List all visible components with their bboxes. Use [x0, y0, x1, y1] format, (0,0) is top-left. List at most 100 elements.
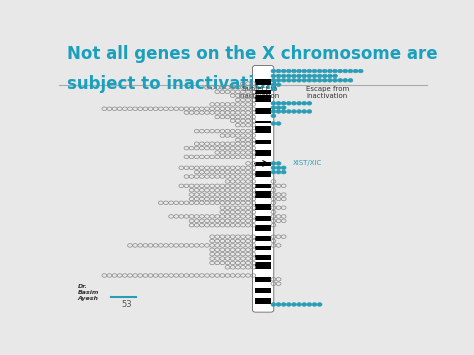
Circle shape — [276, 83, 281, 87]
Circle shape — [307, 69, 312, 73]
Bar — [255, 217, 271, 221]
Text: subject to inactivation: subject to inactivation — [66, 75, 277, 93]
Circle shape — [271, 83, 276, 87]
Circle shape — [302, 74, 307, 78]
Circle shape — [281, 303, 286, 306]
Circle shape — [307, 74, 312, 78]
Bar — [255, 123, 271, 124]
Circle shape — [276, 122, 281, 125]
Circle shape — [343, 69, 347, 73]
Circle shape — [297, 303, 301, 306]
Circle shape — [276, 74, 281, 78]
Bar — [255, 171, 271, 177]
Bar — [255, 95, 271, 102]
Circle shape — [358, 69, 363, 73]
Text: Dr.
Basim
Ayesh: Dr. Basim Ayesh — [78, 284, 99, 301]
Circle shape — [333, 78, 337, 82]
Circle shape — [338, 78, 343, 82]
Circle shape — [286, 102, 291, 105]
Circle shape — [271, 102, 276, 105]
Circle shape — [292, 303, 296, 306]
Circle shape — [328, 69, 332, 73]
Circle shape — [281, 106, 286, 109]
Bar — [255, 124, 271, 125]
Circle shape — [307, 102, 312, 105]
Circle shape — [276, 303, 281, 306]
Text: 53: 53 — [122, 300, 132, 309]
Circle shape — [276, 78, 281, 82]
Bar — [255, 127, 271, 128]
Circle shape — [276, 110, 281, 113]
Bar — [255, 89, 271, 94]
Circle shape — [343, 78, 347, 82]
Circle shape — [297, 78, 301, 82]
Circle shape — [271, 74, 276, 78]
Circle shape — [312, 74, 317, 78]
Circle shape — [297, 69, 301, 73]
Circle shape — [297, 102, 301, 105]
Circle shape — [322, 78, 327, 82]
Circle shape — [302, 110, 307, 113]
Circle shape — [286, 69, 291, 73]
Bar — [255, 246, 271, 250]
Circle shape — [271, 78, 276, 82]
Bar — [255, 140, 271, 144]
Bar — [255, 299, 271, 304]
Circle shape — [292, 110, 296, 113]
Circle shape — [281, 166, 286, 170]
Circle shape — [297, 74, 301, 78]
Circle shape — [271, 166, 276, 170]
Bar — [255, 277, 271, 282]
Circle shape — [338, 69, 343, 73]
Bar — [255, 204, 271, 210]
Bar — [255, 255, 271, 260]
Circle shape — [353, 69, 358, 73]
Circle shape — [317, 69, 322, 73]
Text: Subject to
inactivation: Subject to inactivation — [239, 86, 280, 99]
Bar — [255, 288, 271, 293]
Circle shape — [271, 87, 276, 91]
Circle shape — [292, 78, 296, 82]
Bar — [255, 184, 271, 188]
Circle shape — [328, 74, 332, 78]
Circle shape — [292, 74, 296, 78]
Circle shape — [271, 69, 276, 73]
Circle shape — [281, 170, 286, 174]
Circle shape — [302, 102, 307, 105]
Circle shape — [292, 102, 296, 105]
Circle shape — [328, 78, 332, 82]
Bar — [255, 150, 271, 156]
Bar — [255, 125, 271, 126]
Text: XIST/XIC: XIST/XIC — [292, 160, 322, 166]
Circle shape — [322, 74, 327, 78]
Circle shape — [322, 69, 327, 73]
Bar — [255, 79, 271, 85]
Circle shape — [276, 166, 281, 170]
Circle shape — [302, 78, 307, 82]
Circle shape — [271, 114, 276, 118]
Circle shape — [286, 303, 291, 306]
Circle shape — [286, 74, 291, 78]
Circle shape — [271, 170, 276, 174]
Circle shape — [271, 110, 276, 113]
Circle shape — [276, 69, 281, 73]
Circle shape — [317, 74, 322, 78]
Circle shape — [276, 170, 281, 174]
Circle shape — [292, 69, 296, 73]
FancyBboxPatch shape — [253, 66, 274, 312]
Circle shape — [281, 78, 286, 82]
Circle shape — [348, 69, 353, 73]
Circle shape — [276, 102, 281, 105]
Bar — [255, 262, 271, 269]
Circle shape — [307, 303, 312, 306]
Bar — [255, 127, 271, 133]
Circle shape — [348, 78, 353, 82]
Bar — [255, 191, 271, 198]
Text: Escape from
inactivation: Escape from inactivation — [306, 86, 349, 99]
Circle shape — [271, 106, 276, 109]
Bar — [255, 225, 271, 231]
Circle shape — [271, 303, 276, 306]
Circle shape — [276, 106, 281, 109]
Circle shape — [333, 69, 337, 73]
Bar — [255, 162, 271, 166]
